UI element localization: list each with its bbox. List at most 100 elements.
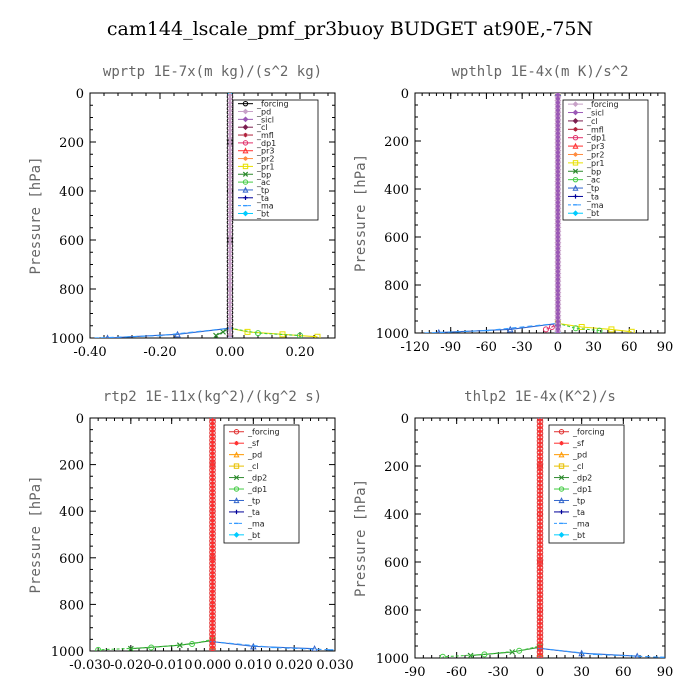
- profile-level-marker: [538, 625, 542, 630]
- legend-entry-label: _bt: [586, 209, 599, 218]
- series-line-ma: [426, 93, 559, 333]
- profile-level-marker: [538, 632, 542, 637]
- profile-level-marker: [538, 575, 542, 580]
- y-tick-label: 600: [59, 552, 84, 567]
- y-tick-label: 800: [384, 604, 409, 619]
- legend-entry-label: _bt: [256, 209, 269, 218]
- y-tick-label: 0: [401, 412, 409, 427]
- profile-level-marker: [210, 492, 215, 497]
- profile-level-marker: [210, 537, 215, 542]
- legend-swatch-marker: [573, 194, 578, 199]
- profile-level-marker: [538, 479, 542, 484]
- series-line-ma: [96, 93, 231, 338]
- legend-swatch-marker: [572, 210, 579, 217]
- legend-swatch-marker: [242, 179, 249, 185]
- legend: _forcing _sf _pd _cl _dp2 _dp1 _tp _ta _ma _bt: [223, 424, 300, 544]
- legend-entry-label: _cl: [586, 117, 598, 126]
- legend-entry-label: _cl: [247, 462, 259, 471]
- profile-level-marker: [210, 559, 215, 564]
- profile-level-marker: [210, 436, 215, 441]
- legend-entry-label: _ma: [586, 201, 604, 210]
- profile-level-marker: [210, 529, 215, 534]
- legend-swatch-marker: [572, 134, 579, 141]
- legend-swatch-marker: [558, 497, 565, 504]
- series-line-tp: [107, 93, 231, 338]
- legend-swatch-marker: [242, 147, 249, 154]
- x-tick-label: 60: [621, 340, 638, 355]
- legend-entry-label: _pr2: [586, 150, 604, 159]
- y-tick-label: 800: [384, 279, 409, 294]
- series-point-dp1: [148, 644, 155, 651]
- profile-level-marker: [538, 586, 542, 591]
- legend-entry-label: _bt: [247, 531, 260, 540]
- x-tick-label: -0.20: [143, 345, 176, 360]
- x-tick-label: -0.010: [151, 658, 193, 673]
- profile-level-marker: [210, 581, 215, 586]
- legend-swatch-marker: [233, 429, 240, 435]
- profile-level-marker: [210, 477, 215, 482]
- profile-level-marker: [210, 481, 215, 486]
- series-point-dp2: [467, 652, 474, 658]
- x-tick-label: 0.000: [194, 658, 231, 673]
- profile-level-marker: [538, 544, 542, 549]
- y-axis-label: Pressure [hPa]: [28, 156, 44, 274]
- series-point-tp: [506, 325, 514, 333]
- profile-level-marker: [210, 585, 215, 590]
- legend-swatch-marker: [558, 486, 565, 492]
- legend-entry-label: _mfl: [256, 131, 274, 140]
- profile-level-marker: [210, 600, 215, 605]
- y-tick-label: 600: [384, 231, 409, 246]
- legend-entry-label: _pd: [247, 451, 262, 460]
- series-point-ac: [572, 325, 579, 332]
- profile-level-marker: [210, 544, 215, 549]
- legend-entry-label: _tp: [586, 184, 599, 193]
- legend-entry-label: _bp: [586, 167, 601, 176]
- x-tick-label: 0: [536, 665, 544, 680]
- legend-entry-label: _sicl: [586, 109, 604, 118]
- series-point-pr1: [314, 333, 321, 338]
- legend-entry-label: _ta: [247, 508, 260, 517]
- profile-level-marker: [210, 552, 215, 557]
- legend-swatch-marker: [233, 474, 240, 481]
- profile-level-marker: [538, 567, 542, 572]
- panel-title: wpthlp 1E-4x(m K)/s^2: [451, 64, 628, 80]
- y-tick-label: 800: [59, 283, 84, 298]
- legend-swatch-marker: [559, 440, 564, 446]
- legend-swatch-marker: [572, 142, 579, 149]
- series-line-dp2: [130, 418, 214, 650]
- y-tick-label: 0: [76, 412, 84, 427]
- legend-swatch-marker: [243, 195, 248, 200]
- profile-level-marker: [210, 511, 215, 516]
- legend-swatch-marker: [572, 168, 579, 174]
- series-point-pr1: [578, 324, 585, 330]
- y-tick-label: 0: [401, 87, 409, 102]
- profile-level-marker: [210, 470, 215, 475]
- y-axis-label: Pressure [hPa]: [353, 479, 369, 597]
- legend-swatch-marker: [233, 451, 240, 458]
- series-point-ac: [255, 330, 261, 337]
- profile-level-marker: [538, 598, 542, 603]
- profile-level-marker: [538, 525, 542, 530]
- legend-entry-label: _sicl: [256, 115, 274, 124]
- legend-swatch-marker: [573, 152, 578, 157]
- legend-swatch-marker: [573, 127, 578, 132]
- legend-entry-label: _sf: [572, 439, 584, 448]
- legend-entry-label: _ta: [256, 194, 269, 203]
- legend-swatch-marker: [234, 440, 239, 446]
- profile-level-marker: [538, 602, 542, 607]
- legend-entry-label: _tp: [256, 186, 269, 195]
- series-point-dp1: [516, 647, 523, 654]
- profile-level-marker: [210, 451, 215, 456]
- chart-panel-1: wprtp 1E-7x(m kg)/(s^2 kg) Pressure [hPa]…: [28, 64, 336, 360]
- profile-level-marker: [210, 611, 215, 616]
- legend-swatch-marker: [242, 186, 249, 193]
- profile-level-marker: [210, 440, 215, 445]
- legend-swatch-marker: [242, 140, 249, 146]
- legend-entry-label: _dp2: [572, 474, 592, 483]
- x-tick-label: -60: [476, 340, 497, 355]
- profile-level-marker: [538, 640, 542, 645]
- legend-swatch-marker: [558, 451, 565, 458]
- profile-level-marker: [210, 496, 215, 501]
- x-tick-label: 30: [573, 665, 590, 680]
- legend-entry-label: _tp: [572, 496, 585, 505]
